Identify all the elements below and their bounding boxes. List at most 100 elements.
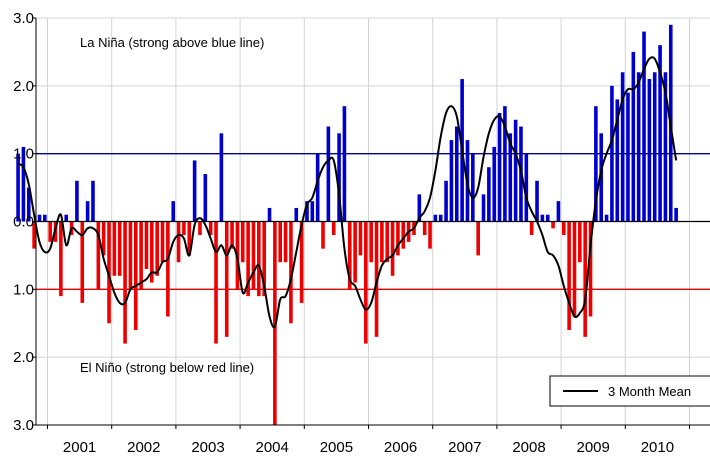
bar <box>230 221 234 249</box>
bar <box>107 221 111 324</box>
bar <box>64 214 69 222</box>
bar <box>492 146 497 222</box>
bar <box>214 221 218 344</box>
bar <box>342 106 347 222</box>
bar <box>647 79 652 222</box>
bar <box>326 126 331 222</box>
bar <box>21 146 26 222</box>
bar <box>75 180 79 222</box>
bar <box>182 221 186 236</box>
mean-line <box>17 56 678 329</box>
x-tick-label: 2005 <box>320 439 353 456</box>
bar <box>604 214 609 222</box>
bar <box>331 221 336 236</box>
bar <box>599 133 604 222</box>
bar <box>133 221 138 331</box>
la-nina-annotation: La Niña (strong above blue line) <box>80 35 264 50</box>
bar <box>224 221 229 337</box>
bar <box>652 72 657 222</box>
x-tick-label: 2004 <box>256 439 289 456</box>
bar <box>198 221 202 236</box>
bar <box>385 221 390 263</box>
bar <box>208 221 213 236</box>
bar <box>535 180 539 222</box>
bar <box>321 221 325 249</box>
bar <box>246 221 250 297</box>
bar <box>620 72 625 222</box>
bar <box>529 221 534 236</box>
bar <box>497 112 502 222</box>
bar <box>369 221 373 263</box>
bar <box>278 221 283 263</box>
bar <box>48 221 52 242</box>
legend: 3 Month Mean <box>549 375 710 407</box>
x-tick-label: 2006 <box>384 439 417 456</box>
bar <box>139 221 143 290</box>
x-tick-label: 2009 <box>577 439 610 456</box>
y-tick-label: 2.0 <box>13 349 34 366</box>
bar <box>150 221 154 283</box>
bar <box>551 221 555 229</box>
mean-line-layer <box>17 56 678 329</box>
x-tick-label: 2008 <box>512 439 545 456</box>
bar <box>85 201 90 222</box>
bar <box>289 221 293 324</box>
y-tick-label: 2.0 <box>13 78 34 95</box>
bar <box>96 221 101 290</box>
bar <box>422 221 427 236</box>
bar <box>32 221 36 249</box>
bar <box>347 221 352 290</box>
bar <box>251 221 256 290</box>
bar <box>631 51 636 222</box>
y-tick-label: 1.0 <box>13 281 34 298</box>
bar <box>101 221 106 256</box>
bar <box>454 126 459 222</box>
bar <box>594 106 598 222</box>
bar <box>396 221 400 256</box>
bar <box>572 221 577 317</box>
el-nino-annotation: El Niño (strong below red line) <box>80 360 254 375</box>
bar <box>481 194 486 222</box>
bar <box>358 221 363 256</box>
bar <box>503 106 507 222</box>
bar <box>636 72 641 222</box>
bar <box>380 221 384 263</box>
bar <box>171 201 176 222</box>
bar <box>187 221 192 256</box>
x-tick-label: 2002 <box>127 439 160 456</box>
bar <box>471 153 475 222</box>
bar <box>273 221 277 425</box>
bar <box>59 221 63 297</box>
bar <box>401 221 406 249</box>
bar <box>128 221 133 290</box>
bar <box>556 201 561 222</box>
bar <box>513 119 518 222</box>
bar <box>428 221 432 249</box>
tick-labels: 3.0 2.0 1.0 0.0 1.0 2.0 3.0 2001 2002 2003 2004 200… <box>13 10 674 456</box>
bar <box>219 133 224 222</box>
bar <box>16 153 20 222</box>
bar <box>663 72 668 222</box>
bar <box>524 153 529 222</box>
bar <box>240 221 245 263</box>
bar <box>508 133 513 222</box>
bar <box>294 207 299 222</box>
bar <box>43 214 47 222</box>
bar <box>545 214 550 222</box>
bar <box>417 194 422 222</box>
bar <box>567 221 571 331</box>
bar <box>310 201 315 222</box>
bar <box>390 221 395 276</box>
bar <box>283 221 288 263</box>
bar <box>476 221 480 256</box>
bar <box>449 140 454 222</box>
bar <box>615 99 620 222</box>
bar <box>540 214 545 222</box>
bar <box>364 221 368 344</box>
bar <box>203 174 208 222</box>
bar <box>192 160 197 222</box>
bar <box>305 201 309 222</box>
bar <box>176 221 181 263</box>
y-tick-label: 1.0 <box>13 146 34 163</box>
